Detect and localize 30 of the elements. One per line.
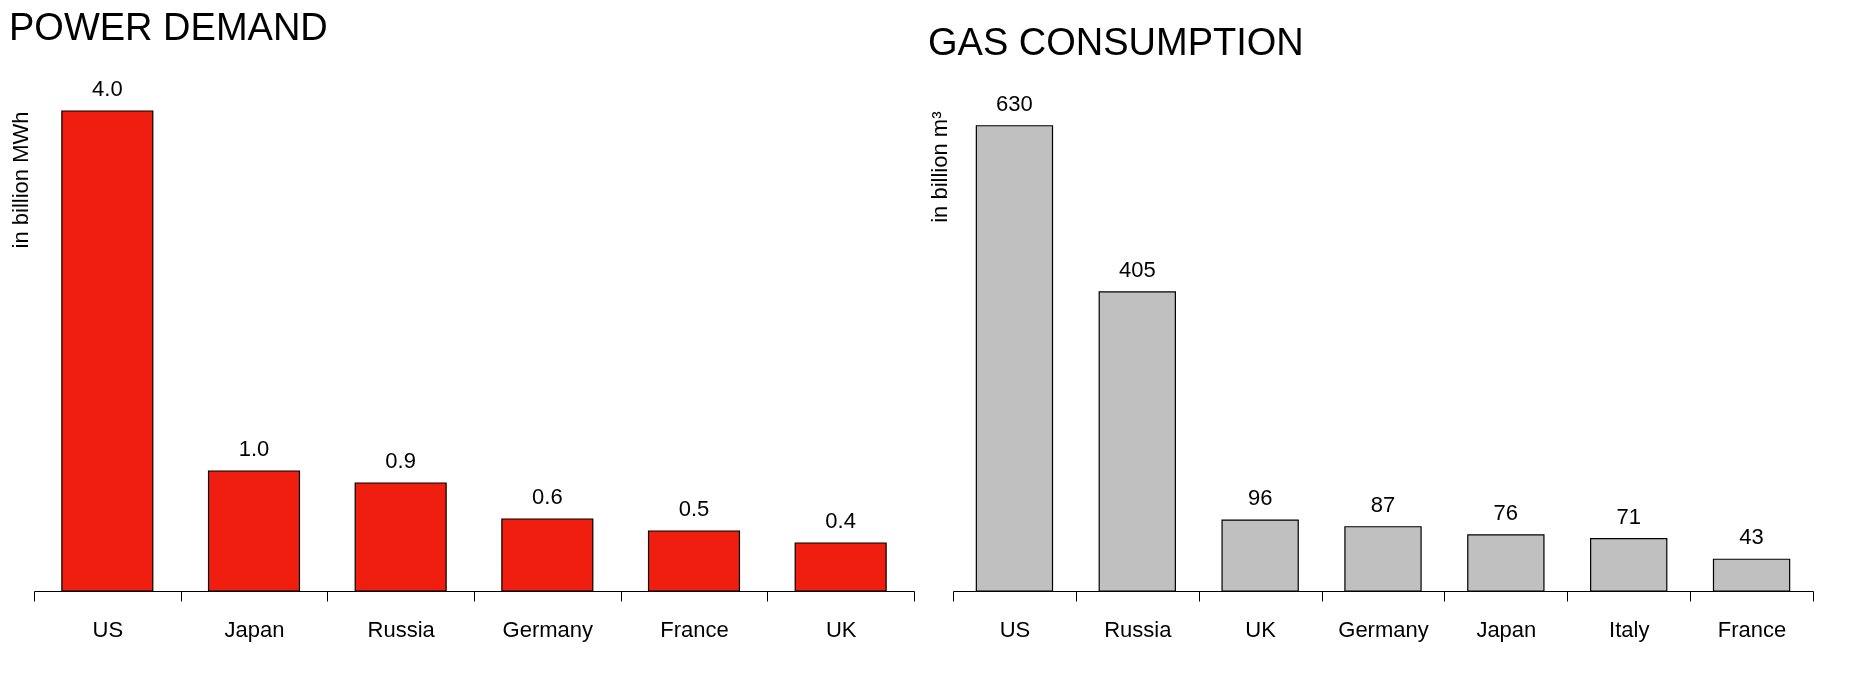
data-label: 630 bbox=[996, 90, 1033, 116]
x-tick-label: Russia bbox=[367, 616, 436, 642]
data-label: 96 bbox=[1247, 485, 1273, 511]
data-label: 0.9 bbox=[385, 448, 416, 473]
data-label: 0.6 bbox=[532, 484, 563, 509]
x-tick-label: Germany bbox=[502, 616, 594, 642]
x-tick-label: Italy bbox=[1609, 616, 1650, 642]
y-axis-title: in billion MWh bbox=[7, 111, 33, 249]
x-tick-label: UK bbox=[825, 616, 857, 642]
data-label: 0.5 bbox=[678, 496, 710, 521]
data-label: 76 bbox=[1493, 499, 1519, 525]
x-tick-label: Japan bbox=[1476, 616, 1537, 642]
x-tick-label: Japan bbox=[224, 616, 285, 642]
chart-title: POWER DEMAND bbox=[9, 6, 328, 48]
x-tick-label: Germany bbox=[1338, 616, 1429, 642]
data-label: 405 bbox=[1118, 256, 1156, 282]
data-label: 1.0 bbox=[238, 436, 270, 461]
x-tick-label: France bbox=[1717, 616, 1787, 642]
x-tick-label: US bbox=[999, 616, 1031, 642]
data-label: 87 bbox=[1370, 491, 1396, 517]
x-tick-label: US bbox=[92, 616, 124, 642]
data-label: 4.0 bbox=[92, 76, 123, 101]
y-axis-title: in billion m³ bbox=[926, 111, 952, 223]
data-label: 43 bbox=[1739, 524, 1764, 550]
x-tick-label: UK bbox=[1245, 616, 1277, 642]
x-tick-label: Russia bbox=[1104, 616, 1173, 642]
data-label: 71 bbox=[1616, 503, 1641, 529]
data-label: 0.4 bbox=[825, 508, 856, 533]
chart-title: GAS CONSUMPTION bbox=[928, 20, 1304, 63]
x-tick-label: France bbox=[660, 616, 729, 642]
